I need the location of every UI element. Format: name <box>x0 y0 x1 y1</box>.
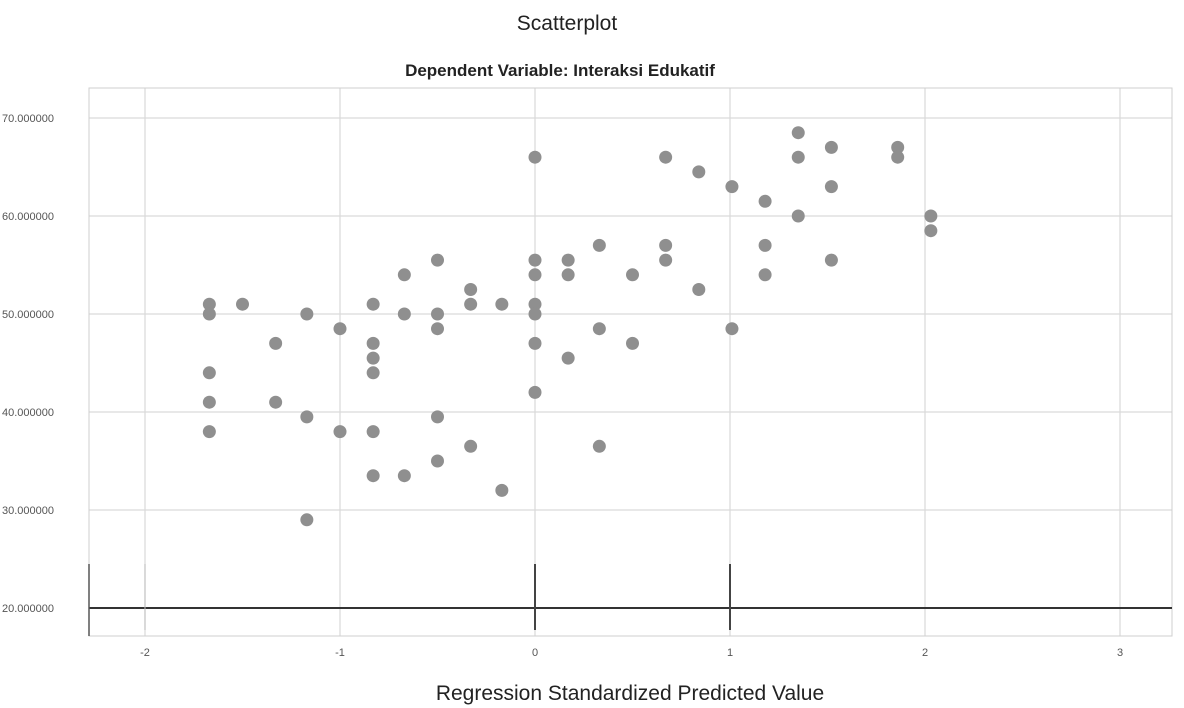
x-axis-label: Regression Standardized Predicted Value <box>436 682 824 705</box>
chart-subtitle: Dependent Variable: Interaksi Edukatif <box>405 61 715 80</box>
data-point <box>692 283 706 296</box>
data-point <box>791 209 805 223</box>
data-point <box>561 351 575 365</box>
y-tick-label: 40.000000 <box>2 407 54 419</box>
data-point <box>924 224 938 238</box>
data-point <box>592 439 606 453</box>
data-point <box>725 180 739 194</box>
chart-title: Scatterplot <box>517 12 618 35</box>
y-tick-label: 20.000000 <box>2 603 54 615</box>
data-point <box>431 454 444 468</box>
x-tick-label: 3 <box>1117 647 1123 659</box>
data-point <box>236 297 249 311</box>
data-point <box>495 483 509 497</box>
data-point <box>464 283 478 296</box>
data-point <box>464 297 478 311</box>
data-point <box>528 307 542 321</box>
data-point <box>659 253 673 267</box>
data-point <box>626 336 639 350</box>
data-point <box>333 425 347 439</box>
y-tick-label: 30.000000 <box>2 505 54 517</box>
data-point <box>464 439 478 453</box>
data-point <box>397 307 411 321</box>
plot-frame <box>88 87 1173 637</box>
data-point <box>791 126 805 140</box>
y-tick-label: 70.000000 <box>2 113 54 125</box>
data-point <box>659 238 673 252</box>
points-layer <box>202 126 938 527</box>
x-tick-label: 1 <box>727 647 733 659</box>
data-point <box>758 238 772 252</box>
data-point <box>791 150 805 164</box>
data-point <box>333 322 347 336</box>
data-point <box>431 322 444 336</box>
data-point <box>202 425 216 439</box>
data-point <box>626 268 639 282</box>
x-tick-label: -1 <box>335 647 345 659</box>
data-point <box>431 410 444 424</box>
data-point <box>366 336 380 350</box>
data-point <box>300 410 314 424</box>
data-point <box>528 385 542 399</box>
data-point <box>758 268 772 282</box>
data-point <box>366 297 380 311</box>
data-point <box>528 253 542 267</box>
data-point <box>725 322 739 336</box>
data-point <box>891 140 905 154</box>
data-point <box>366 366 380 380</box>
data-point <box>269 395 283 409</box>
data-point <box>824 180 838 194</box>
data-point <box>269 336 283 350</box>
data-point <box>431 253 444 267</box>
x-tick-label: -2 <box>140 647 150 659</box>
data-point <box>202 366 216 380</box>
data-point <box>202 297 216 311</box>
y-tick-labels: 20.000000 30.000000 40.000000 50.000000 60.0… <box>2 113 54 615</box>
y-tick-label: 60.000000 <box>2 211 54 223</box>
data-point <box>202 307 216 321</box>
data-point <box>891 150 905 164</box>
y-tick-label: 50.000000 <box>2 309 54 321</box>
data-point <box>561 253 575 267</box>
data-point <box>397 268 411 282</box>
axis-layer <box>88 564 1172 636</box>
data-point <box>758 194 772 208</box>
data-point <box>366 351 380 365</box>
data-point <box>202 395 216 409</box>
data-point <box>397 469 411 483</box>
x-tick-label: 2 <box>922 647 928 659</box>
data-point <box>561 268 575 282</box>
data-point <box>528 268 542 282</box>
data-point <box>592 322 606 336</box>
data-point <box>528 297 542 311</box>
data-point <box>366 469 380 483</box>
data-point <box>824 253 838 267</box>
data-point <box>659 150 673 164</box>
data-point <box>300 513 314 527</box>
data-point <box>592 238 606 252</box>
data-point <box>528 336 542 350</box>
data-point <box>824 140 838 154</box>
data-point <box>366 425 380 439</box>
data-point <box>300 307 314 321</box>
x-tick-label: 0 <box>532 647 538 659</box>
grid-layer <box>89 88 1172 636</box>
data-point <box>924 209 938 223</box>
data-point <box>692 165 706 179</box>
x-tick-labels: -2 -1 0 1 2 3 <box>140 647 1123 659</box>
data-point <box>495 297 509 311</box>
data-point <box>528 150 542 164</box>
data-point <box>431 307 444 321</box>
